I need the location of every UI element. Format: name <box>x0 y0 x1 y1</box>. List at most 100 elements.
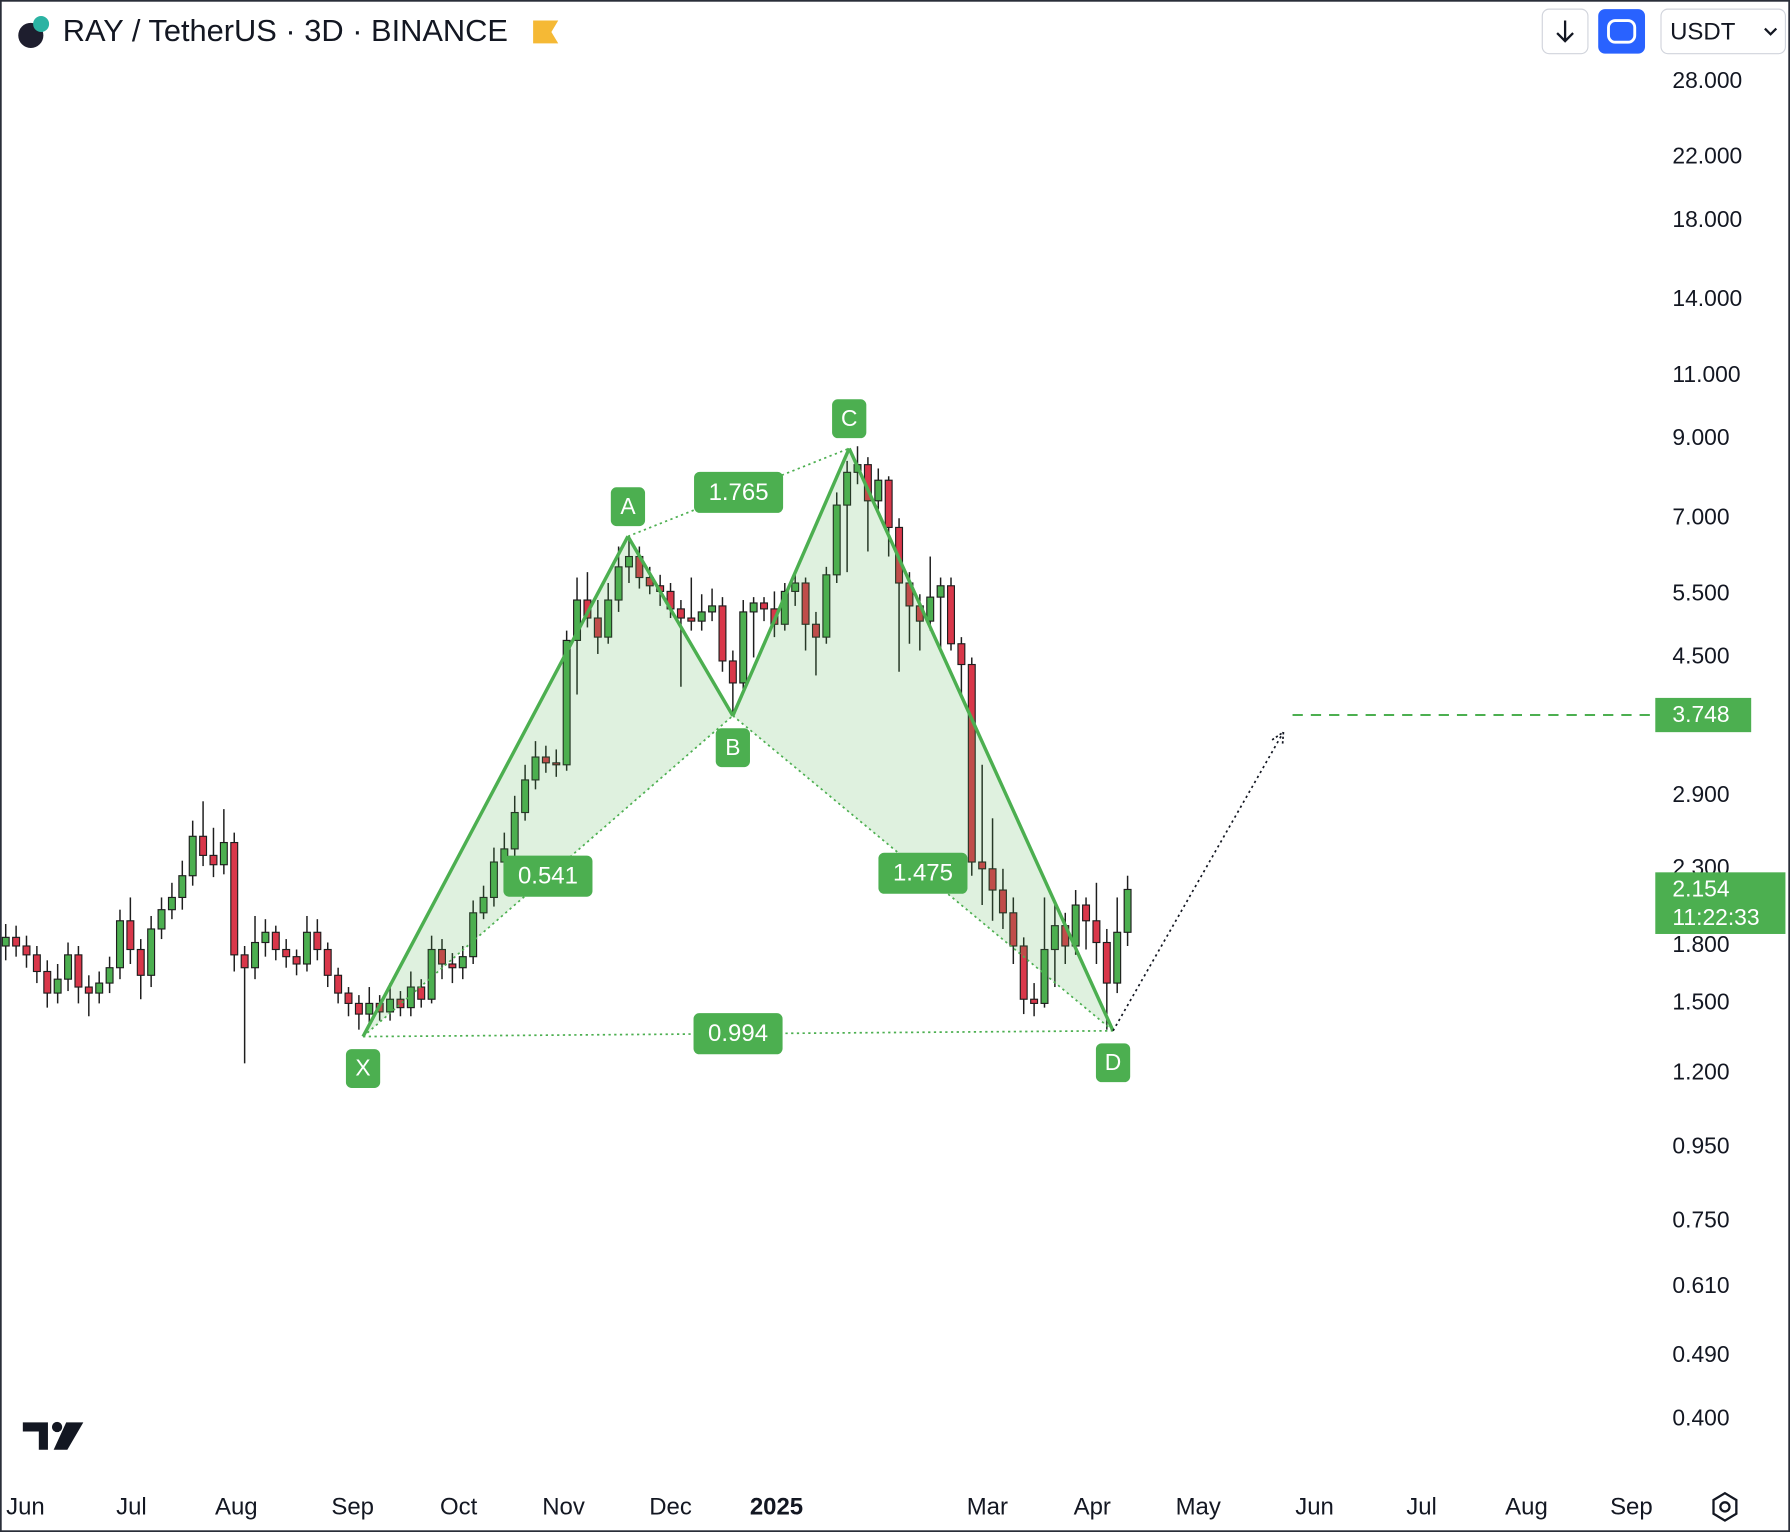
point-badge <box>715 728 750 768</box>
candle-body <box>510 811 519 850</box>
x-tick-label: Mar <box>967 1493 1008 1520</box>
candle <box>438 939 446 980</box>
candle-body <box>1009 912 1018 947</box>
candle-body <box>334 974 343 994</box>
candle-body <box>1082 904 1091 922</box>
y-tick-label: 1.200 <box>1672 1059 1729 1085</box>
countdown-label: 11:22:33 <box>1672 904 1759 930</box>
candle-body <box>604 599 613 638</box>
settings-button[interactable] <box>1712 1491 1738 1522</box>
candle <box>64 942 73 992</box>
settings-icon-center <box>1719 1501 1731 1513</box>
y-tick-label: 1.500 <box>1672 988 1729 1014</box>
candle <box>1092 882 1101 964</box>
candle-body <box>936 585 945 598</box>
candle <box>957 637 966 695</box>
candle-body <box>614 566 623 601</box>
candle-body <box>967 663 976 863</box>
candle <box>354 995 363 1030</box>
candle <box>199 801 208 867</box>
candle-body <box>354 1002 363 1015</box>
point-label: X <box>355 1055 370 1081</box>
y-tick-label: 22.000 <box>1672 143 1742 169</box>
candle-body <box>884 479 893 529</box>
candle <box>604 583 613 644</box>
candle-body <box>32 954 41 973</box>
candle <box>209 827 218 878</box>
candle <box>427 935 436 1004</box>
candle-body <box>157 909 166 930</box>
candle-body <box>832 504 841 576</box>
tradingview-logo <box>22 1421 84 1450</box>
candle-body <box>147 928 156 976</box>
candle-body <box>749 602 758 613</box>
candle <box>22 935 31 968</box>
candle-body <box>136 948 145 976</box>
fullscreen-button[interactable] <box>1598 9 1646 54</box>
tv-logo-part <box>22 1422 48 1450</box>
candle <box>157 897 166 940</box>
candle <box>936 577 945 651</box>
candle-body <box>822 574 831 638</box>
candle-body <box>1030 998 1039 1004</box>
candle <box>1009 897 1018 964</box>
target-badge <box>1655 697 1752 733</box>
candle <box>998 868 1007 929</box>
candle-body <box>1092 920 1101 944</box>
candle-body <box>988 868 997 891</box>
flag-icon <box>533 20 559 44</box>
candle <box>521 764 530 821</box>
candle <box>219 809 228 875</box>
candle-body <box>562 639 571 766</box>
candle-body <box>323 948 332 976</box>
ratio-label: 0.541 <box>518 863 578 890</box>
candle-body <box>573 599 582 641</box>
point-label: A <box>620 493 636 519</box>
candle <box>251 915 260 980</box>
candle <box>811 611 820 676</box>
candle-body <box>313 931 322 951</box>
candle-body <box>957 643 966 666</box>
candle <box>926 556 935 631</box>
target-label: 3.748 <box>1672 701 1729 727</box>
candle <box>947 577 956 651</box>
candle-body <box>541 756 550 764</box>
candle <box>240 945 249 1064</box>
x-tick-label: Aug <box>215 1493 258 1520</box>
currency-dropdown[interactable] <box>1660 8 1787 55</box>
y-tick-label: 14.000 <box>1672 285 1742 311</box>
candle <box>334 967 343 1004</box>
candle-body <box>22 945 31 956</box>
pattern-leg <box>626 535 735 717</box>
symbol-title: RAY / TetherUS · 3D · BINANCE <box>63 13 508 48</box>
candle-body <box>1123 888 1132 933</box>
candle <box>832 492 841 584</box>
point-badge <box>1095 1043 1131 1083</box>
candle-body <box>448 963 457 969</box>
point-badge <box>610 487 646 527</box>
candle <box>43 960 52 1008</box>
candle <box>541 745 550 773</box>
plot-area: 0.541 1.765 1.475 0.994 X A B C D <box>1 399 1656 1088</box>
candle <box>365 987 374 1023</box>
candle <box>510 795 519 859</box>
candle <box>386 983 395 1021</box>
candle-body <box>624 555 633 568</box>
candle <box>344 987 353 1017</box>
y-tick-label: 0.610 <box>1672 1272 1729 1298</box>
candle-body <box>344 992 353 1004</box>
point-label: C <box>841 405 858 431</box>
candle <box>115 909 124 980</box>
x-tick-label: Oct <box>440 1493 478 1520</box>
candle <box>313 919 322 961</box>
y-tick-label: 9.000 <box>1672 424 1729 450</box>
candle <box>1113 897 1122 994</box>
ratio-badge <box>503 855 593 897</box>
candle-body <box>126 920 135 951</box>
y-tick-label: 7.000 <box>1672 503 1729 529</box>
y-tick-label: 2.900 <box>1672 781 1729 807</box>
candle-body <box>718 605 727 662</box>
candle <box>271 925 280 961</box>
